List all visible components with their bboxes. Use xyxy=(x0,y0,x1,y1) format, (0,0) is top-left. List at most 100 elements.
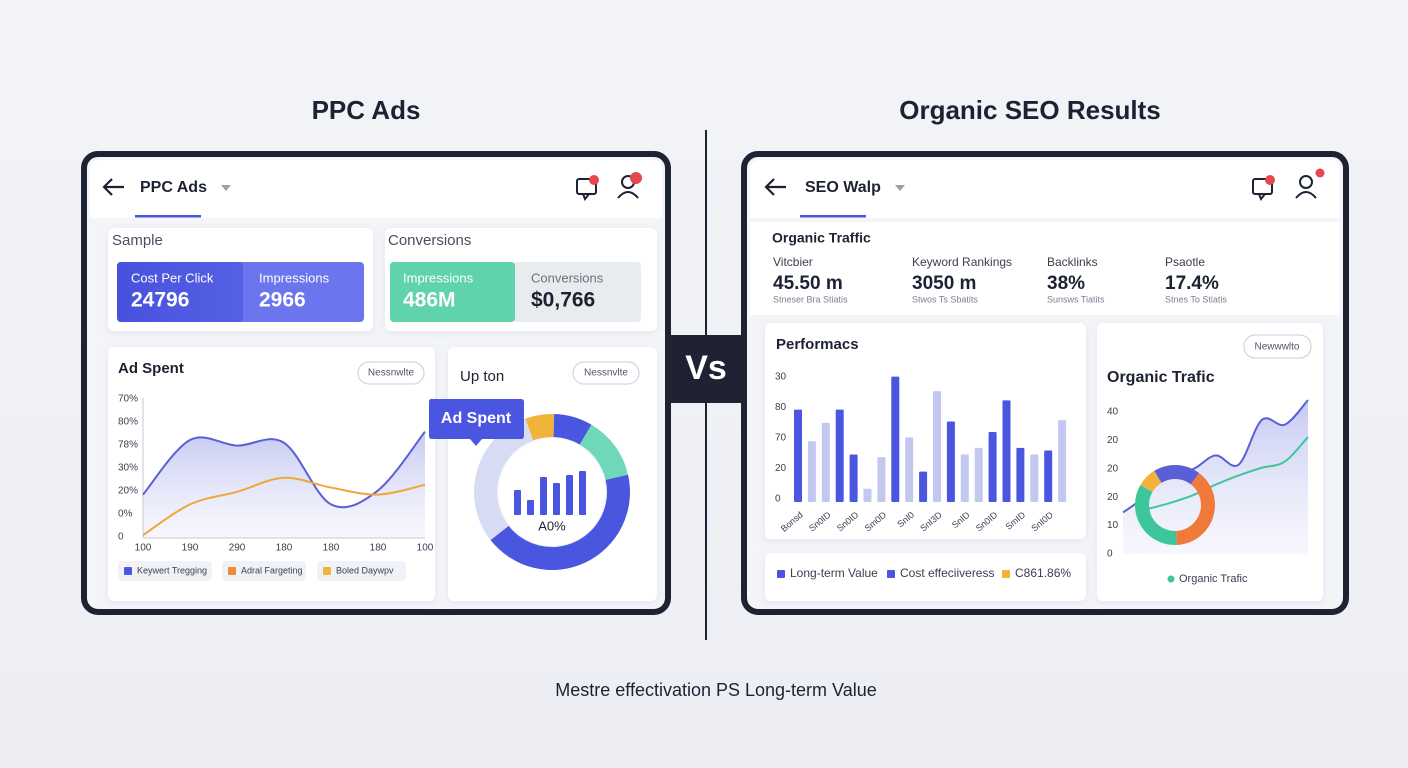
legend-label: Cost effeciiveress xyxy=(900,566,994,580)
button-label[interactable]: Newwwlto xyxy=(1254,342,1299,353)
legend-chip xyxy=(118,561,212,581)
donut-hole xyxy=(498,438,606,546)
y-tick-label: 20 xyxy=(775,463,787,474)
bar xyxy=(933,391,941,502)
top-bar xyxy=(750,160,1340,218)
bar xyxy=(514,490,521,515)
legend-chip xyxy=(317,561,406,581)
x-tick-label: 290 xyxy=(229,543,246,554)
bar xyxy=(1044,450,1053,502)
y-tick-label: 20 xyxy=(1107,463,1119,474)
button-label[interactable]: Nessnwlte xyxy=(368,368,415,379)
card-title: Ad Spent xyxy=(118,360,184,377)
bar xyxy=(527,500,534,515)
kpi-value: 24796 xyxy=(131,289,189,312)
messages-icon[interactable] xyxy=(576,175,599,201)
card-label: Conversions xyxy=(388,232,471,249)
y-tick-label: 20 xyxy=(1107,492,1119,503)
bar xyxy=(540,477,547,515)
vs-text: Vs xyxy=(685,349,727,387)
nav-title[interactable]: SEO Walp xyxy=(805,179,881,196)
bar xyxy=(1016,447,1025,502)
card xyxy=(750,222,1340,315)
bar xyxy=(960,454,969,502)
kpi-label: Cost Per Click xyxy=(131,270,214,285)
area xyxy=(143,431,425,538)
card xyxy=(765,323,1086,539)
bar xyxy=(863,488,872,502)
card-title: Up ton xyxy=(460,368,504,385)
dropdown-icon[interactable] xyxy=(895,185,905,191)
y-tick-label: 0 xyxy=(775,494,781,505)
legend-swatch xyxy=(1167,575,1175,583)
bar xyxy=(988,432,997,502)
y-tick-label: 80 xyxy=(775,402,787,413)
dropdown-icon[interactable] xyxy=(221,185,231,191)
bar xyxy=(807,441,816,502)
back-button[interactable] xyxy=(102,178,124,196)
donut-segment xyxy=(1140,470,1162,492)
donut-segment xyxy=(553,414,592,445)
stat-note: Sunsws Tiatits xyxy=(1047,294,1105,304)
top-bar xyxy=(90,160,662,218)
button-label[interactable]: Nessnvlte xyxy=(584,368,628,379)
bar xyxy=(919,471,928,502)
tooltip-text: Ad Spent xyxy=(441,410,512,427)
bar xyxy=(553,483,560,515)
bar xyxy=(877,457,886,502)
line-chart: 70% 80% 78% 30% 20% 0% 0 100 190 290 180 180 180 100 K… xyxy=(118,394,434,581)
nav-title[interactable]: PPC Ads xyxy=(140,179,207,196)
legend-swatch xyxy=(228,567,236,575)
y-tick-label: 10 xyxy=(1107,520,1119,531)
y-tick-label: 40 xyxy=(1107,407,1119,418)
user-icon[interactable] xyxy=(617,172,642,199)
line-chart: 40 20 20 20 10 0 xyxy=(1107,399,1309,560)
button[interactable] xyxy=(1243,334,1312,359)
stat-label: Backlinks xyxy=(1047,255,1098,269)
user-icon[interactable] xyxy=(1295,168,1325,199)
bar xyxy=(1002,400,1011,502)
y-tick-label: 70% xyxy=(118,394,138,405)
donut-segment xyxy=(474,418,534,541)
card-title: Organic Traffic xyxy=(772,230,871,246)
back-button[interactable] xyxy=(764,178,786,196)
kpi-value: 2966 xyxy=(259,289,306,312)
line xyxy=(1145,436,1309,511)
line xyxy=(142,430,426,509)
legend-label: Long-term Value xyxy=(790,566,878,580)
y-tick-label: 0 xyxy=(1107,549,1113,560)
stat-note: Stneser Bra Stiatis xyxy=(773,294,848,304)
legend-card xyxy=(765,553,1086,601)
stat-value: 3050 m xyxy=(912,273,976,294)
line xyxy=(142,476,426,537)
y-tick-label: 20% xyxy=(118,486,138,497)
donut-segment xyxy=(525,414,555,441)
kpi-label: Conversions xyxy=(531,270,604,285)
y-tick-label: 20 xyxy=(1107,435,1119,446)
stat-label: Psaotle xyxy=(1165,255,1205,269)
donut-segment xyxy=(1134,485,1177,545)
heading: Organic SEO Results xyxy=(899,95,1161,125)
legend-swatch xyxy=(887,570,895,578)
donut-chart xyxy=(474,414,630,571)
legend-label: Adral Fargeting xyxy=(241,565,303,575)
legend-chip xyxy=(222,561,306,581)
stat-note: Stnes To Stiatis xyxy=(1165,294,1227,304)
bar xyxy=(891,376,900,502)
bar xyxy=(974,447,983,502)
button[interactable] xyxy=(357,361,425,385)
kpi-tile xyxy=(117,262,243,322)
tab-underline xyxy=(800,215,866,218)
bar xyxy=(566,475,573,515)
stat-value: 17.4% xyxy=(1165,273,1219,294)
y-tick-label: 30 xyxy=(775,372,787,383)
kpi-value: 486M xyxy=(403,289,456,312)
vs-badge xyxy=(668,335,745,403)
button[interactable] xyxy=(572,361,640,385)
stat-label: Keyword Rankings xyxy=(912,255,1012,269)
y-tick-label: 78% xyxy=(118,440,138,451)
messages-icon[interactable] xyxy=(1252,175,1275,201)
